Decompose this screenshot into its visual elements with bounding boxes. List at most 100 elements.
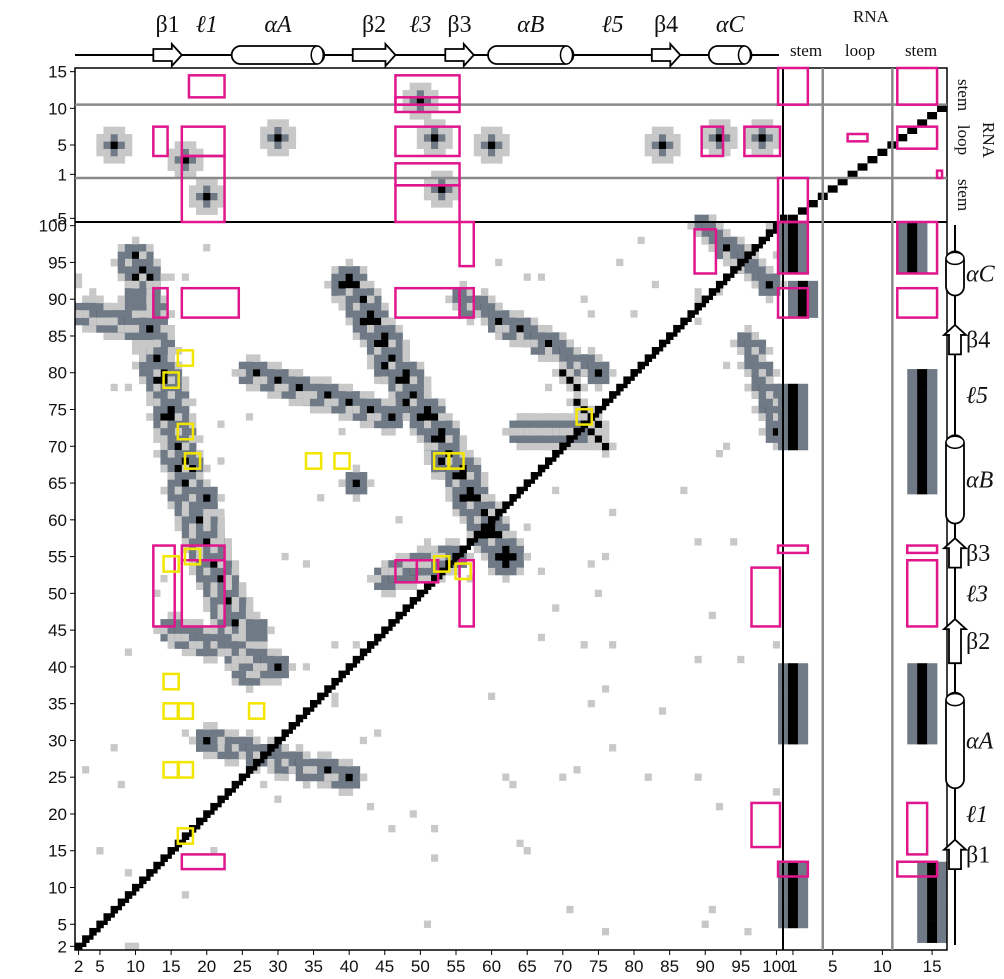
contact-cell: [160, 295, 168, 304]
contact-cell: [324, 773, 332, 782]
contact-cell: [196, 736, 204, 745]
contact-cell: [359, 310, 368, 318]
contact-cell: [744, 332, 752, 340]
contact-cell: [452, 427, 460, 436]
contact-cell: [452, 420, 460, 429]
rna-contact-cell: [445, 185, 453, 193]
contact-cell: [516, 427, 524, 436]
rna-contact-cell: [103, 126, 111, 135]
contact-cell: [345, 302, 354, 311]
contact-cell: [288, 369, 297, 377]
contact-cell: [153, 427, 161, 436]
contact-cell: [274, 361, 282, 370]
contact-cell: [744, 347, 752, 355]
contact-cell: [203, 486, 211, 495]
contact-cell: [253, 670, 261, 679]
contact-cell: [345, 780, 354, 789]
contact-cell: [174, 413, 183, 421]
rna-contact-cell: [927, 927, 938, 936]
contact-cell: [502, 560, 510, 568]
contact-cell: [537, 354, 546, 363]
contact-cell: [765, 347, 774, 355]
rna-contact-cell: [666, 156, 674, 164]
yellow-box: [176, 702, 195, 720]
contact-cell: [224, 574, 232, 583]
diagonal-cell: [167, 854, 172, 859]
rna-contact-cell: [723, 134, 731, 142]
diagonal-cell: [374, 641, 379, 646]
contact-cell: [431, 435, 439, 443]
diagonal-cell: [765, 236, 771, 242]
diagonal-cell: [352, 655, 361, 664]
contact-cell: [331, 391, 339, 399]
rna-contact-cell: [772, 134, 781, 142]
contact-cell: [545, 435, 553, 443]
contact-cell: [110, 332, 119, 340]
contact-cell: [509, 332, 517, 340]
diagonal-cell: [680, 324, 685, 330]
rna-contact-cell: [807, 288, 819, 296]
rna-contact-cell: [917, 435, 928, 443]
contact-cell: [160, 347, 168, 355]
contact-cell: [537, 427, 546, 436]
contact-cell: [181, 273, 189, 281]
rna-contact-cell: [937, 935, 948, 943]
contact-cell: [509, 567, 517, 576]
contact-cell: [416, 369, 425, 377]
contact-cell: [744, 324, 752, 333]
rna-contact-cell: [917, 222, 928, 230]
contact-cell: [131, 339, 140, 348]
rna-contact-cell: [787, 883, 799, 892]
rna-contact-cell: [480, 148, 489, 157]
contact-cell: [253, 744, 261, 752]
diagonal-cell: [523, 486, 528, 492]
rna-contact-cell: [751, 119, 759, 127]
rna-contact-cell: [787, 266, 799, 274]
ss-label: ℓ1: [966, 802, 988, 828]
diagonal-cell: [345, 670, 350, 675]
contact-cell: [480, 552, 489, 561]
contact-cell: [509, 339, 517, 348]
contact-cell: [694, 295, 702, 303]
rna-contact-cell: [787, 302, 799, 311]
contact-cell: [480, 545, 489, 554]
rna-contact-cell: [117, 126, 126, 135]
contact-cell: [160, 413, 168, 421]
rna-contact-cell: [937, 920, 948, 929]
rna-contact-cell: [897, 229, 908, 238]
contact-cell: [552, 332, 560, 340]
rna-contact-cell: [797, 420, 809, 429]
contact-cell: [480, 538, 489, 546]
rna-contact-cell: [701, 126, 710, 135]
contact-cell: [366, 420, 375, 429]
contact-cell: [110, 744, 118, 752]
contact-cell: [196, 538, 204, 546]
helix-cylinder: [945, 434, 965, 525]
contact-cell: [267, 369, 275, 377]
contact-cell: [381, 427, 389, 436]
rna-contact-cell: [181, 148, 190, 157]
contact-cell: [231, 574, 240, 583]
contact-cell: [452, 479, 460, 488]
contact-cell: [139, 361, 147, 370]
rna-contact-cell: [423, 82, 432, 91]
contact-cell: [324, 766, 332, 774]
contact-cell: [388, 567, 396, 576]
contact-cell: [267, 670, 275, 679]
contact-cell: [573, 347, 581, 355]
contact-cell: [352, 479, 361, 488]
contact-cell: [210, 619, 218, 627]
y-tick-label: 75: [48, 401, 67, 420]
diagonal-cell: [687, 317, 692, 323]
diagonal-cell: [594, 405, 603, 414]
contact-cell: [545, 420, 553, 429]
rna-contact-cell: [787, 310, 799, 318]
contact-cell: [153, 391, 161, 399]
diagonal-cell: [488, 516, 496, 524]
diagonal-cell: [616, 383, 624, 392]
contact-cell: [153, 369, 161, 377]
contact-cell: [723, 258, 731, 267]
contact-cell: [438, 472, 446, 480]
rna-contact-cell: [917, 670, 928, 679]
rna-contact-cell: [288, 126, 297, 135]
